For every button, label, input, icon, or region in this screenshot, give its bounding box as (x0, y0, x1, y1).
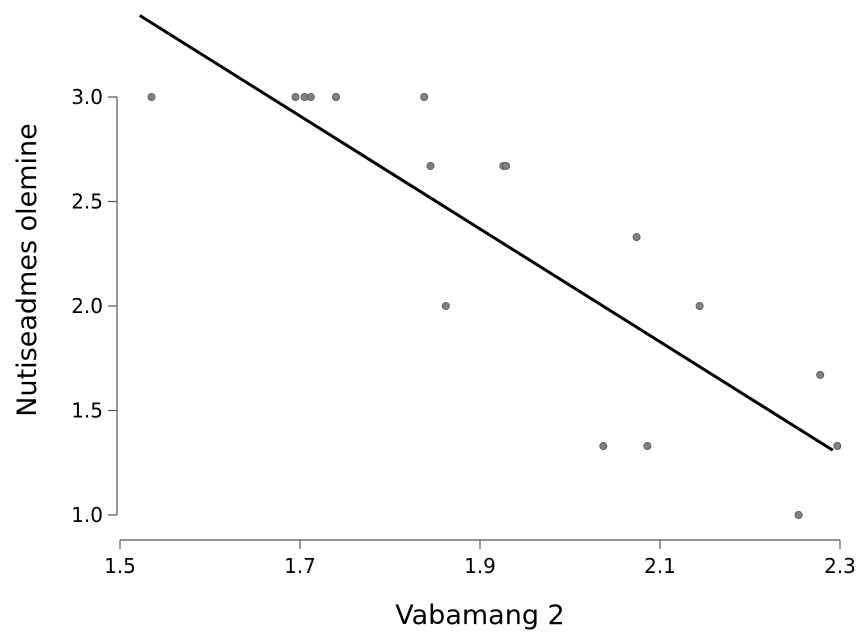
x-tick-label: 1.9 (464, 554, 496, 578)
x-tick-label: 1.5 (104, 554, 136, 578)
data-point (599, 442, 608, 451)
data-point (794, 510, 803, 519)
y-tick-label: 1.0 (71, 503, 103, 527)
y-tick-label: 2.5 (71, 190, 103, 214)
data-point (426, 161, 435, 170)
data-point (643, 442, 652, 451)
data-point (306, 93, 315, 102)
data-point (147, 93, 156, 102)
y-tick-label: 1.5 (71, 399, 103, 423)
data-points (147, 93, 842, 519)
data-point (441, 301, 450, 310)
y-tick-label: 2.0 (71, 294, 103, 318)
x-tick-label: 2.1 (644, 554, 676, 578)
data-point (291, 93, 300, 102)
data-point (833, 442, 842, 451)
x-axis: 1.5 1.7 1.9 2.1 2.3 (104, 539, 856, 578)
y-axis: 1.0 1.5 2.0 2.5 3.0 (71, 85, 118, 527)
regression-line (139, 14, 834, 452)
data-point (331, 93, 340, 102)
y-axis-title: Nutiseadmes olemine (12, 123, 43, 416)
x-axis-title: Vabamang 2 (395, 600, 564, 631)
data-point (502, 161, 511, 170)
regression-line-group (139, 14, 834, 452)
data-point (816, 370, 825, 379)
y-tick-label: 3.0 (71, 85, 103, 109)
data-point (632, 233, 641, 242)
x-tick-label: 1.7 (284, 554, 316, 578)
x-tick-label: 2.3 (824, 554, 856, 578)
data-point (695, 301, 704, 310)
data-point (420, 93, 429, 102)
